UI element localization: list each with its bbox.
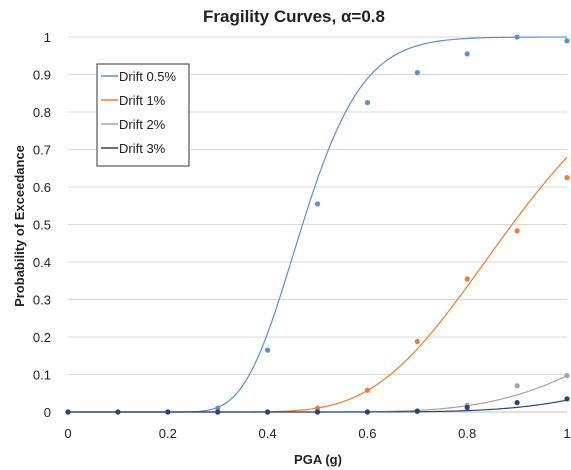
x-tick-label: 0.4 — [259, 426, 277, 441]
data-point — [115, 409, 121, 415]
fit-curve — [68, 156, 568, 413]
data-point — [215, 405, 221, 411]
y-tick-label: 0.9 — [33, 68, 51, 83]
data-point — [564, 38, 570, 44]
data-point — [314, 201, 321, 207]
y-tick-label: 0.7 — [33, 143, 51, 158]
y-axis-label: Probability of Exceedance — [12, 145, 27, 307]
data-point — [364, 100, 370, 106]
y-tick-label: 0.6 — [33, 180, 51, 195]
x-tick-label: 0.8 — [458, 426, 476, 441]
data-point — [464, 51, 470, 57]
y-tick-label: 0.8 — [33, 105, 51, 120]
data-point — [65, 409, 71, 415]
x-tick-labels: 0 0.2 0.4 0.6 0.8 1 — [64, 426, 570, 441]
legend-box — [96, 63, 190, 167]
y-tick-label: 0.2 — [33, 330, 51, 345]
data-point — [314, 405, 321, 411]
legend-label: Drift 3% — [119, 141, 166, 156]
x-tick-label: 0.2 — [159, 426, 177, 441]
data-point — [265, 347, 271, 353]
legend-label: Drift 0.5% — [119, 69, 177, 84]
legend-label: Drift 2% — [119, 117, 166, 132]
data-point — [414, 408, 420, 414]
data-point — [514, 383, 520, 389]
data-points — [65, 34, 570, 415]
chart-title: Fragility Curves, α=0.8 — [203, 7, 385, 26]
y-tick-label: 0 — [44, 405, 51, 420]
legend-label: Drift 1% — [119, 93, 166, 108]
data-point — [514, 400, 520, 406]
data-point — [265, 409, 271, 415]
data-point — [514, 228, 520, 234]
y-tick-label: 0.1 — [33, 368, 51, 383]
y-tick-label: 0.4 — [33, 255, 51, 270]
data-point — [564, 396, 570, 402]
y-tick-labels: 0 0.1 0.2 0.3 0.4 0.5 0.6 0.7 0.8 0.9 1 — [33, 30, 51, 420]
legend: Drift 0.5% Drift 1% Drift 2% Drift 3% — [96, 63, 190, 167]
data-point — [364, 387, 370, 393]
data-point — [364, 409, 370, 415]
y-tick-label: 0.3 — [33, 293, 51, 308]
data-point — [414, 338, 420, 345]
data-point — [165, 409, 171, 415]
x-tick-label: 0 — [64, 426, 71, 441]
x-tick-label: 1 — [563, 426, 570, 441]
data-point — [414, 70, 420, 76]
data-point — [564, 373, 570, 379]
data-point — [215, 409, 221, 415]
data-point — [564, 175, 570, 181]
x-tick-label: 0.6 — [358, 426, 376, 441]
data-point — [314, 409, 321, 415]
data-point — [464, 404, 470, 411]
x-axis-label: PGA (g) — [294, 452, 342, 467]
data-point — [464, 276, 470, 282]
data-point — [514, 34, 520, 40]
y-tick-label: 1 — [44, 30, 51, 45]
y-tick-label: 0.5 — [33, 218, 51, 233]
